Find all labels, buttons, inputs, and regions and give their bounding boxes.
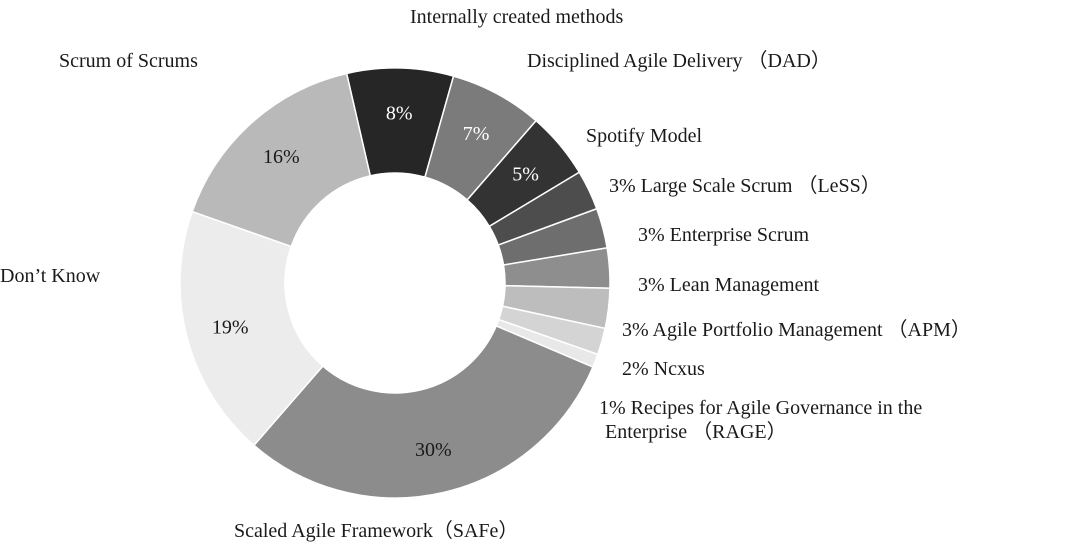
- pct-label-scaled-agile-framework-safe: 30%: [415, 439, 452, 461]
- label-enterprise-scrum: 3% Enterprise Scrum: [638, 224, 810, 246]
- pct-label-scrum-of-scrums: 16%: [263, 146, 300, 168]
- label-rage-line2: Enterprise （RAGE）: [605, 420, 787, 443]
- label-large-scale-scrum: 3% Large Scale Scrum （LeSS）: [609, 174, 881, 197]
- label-rage-line1: 1% Recipes for Agile Governance in the: [599, 397, 922, 419]
- pct-label-spotify-model: 5%: [512, 163, 539, 185]
- label-internally-created-methods: Internally created methods: [410, 6, 623, 28]
- label-dont-know: Don’t Know: [0, 265, 101, 287]
- slice-scaled-agile-framework-safe: [252, 324, 594, 499]
- pct-label-internally-created-methods: 8%: [386, 103, 413, 125]
- label-spotify-model: Spotify Model: [586, 125, 703, 147]
- label-scrum-of-scrums: Scrum of Scrums: [59, 50, 198, 72]
- label-scaled-agile-framework: Scaled Agile Framework（SAFe）: [234, 519, 518, 542]
- label-lean-management: 3% Lean Management: [638, 274, 819, 296]
- pct-label-don-t-know: 19%: [212, 317, 249, 339]
- slice-percent-labels: 8% 7% 5% 30% 19% 16%: [212, 103, 539, 462]
- slice-don-t-know: [179, 210, 324, 447]
- label-disciplined-agile-delivery: Disciplined Agile Delivery （DAD）: [527, 49, 831, 72]
- donut-slices: [179, 67, 611, 499]
- slice-scrum-of-scrums: [191, 72, 372, 248]
- pct-label-disciplined-agile-delivery-dad: 7%: [463, 123, 490, 145]
- label-agile-portfolio-management: 3% Agile Portfolio Management （APM）: [622, 318, 971, 341]
- label-nexus: 2% Ncxus: [622, 358, 705, 380]
